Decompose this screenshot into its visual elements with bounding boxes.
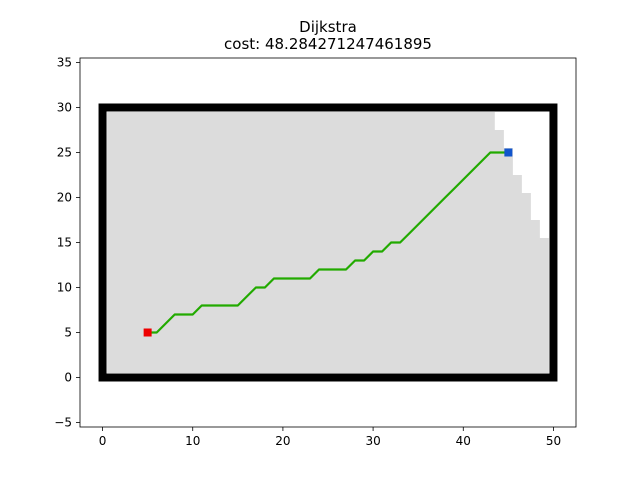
explored-region — [107, 112, 549, 373]
y-tick-label: 5 — [64, 326, 72, 340]
chart-title: Dijkstra — [299, 18, 357, 36]
x-tick-label: 50 — [546, 434, 561, 448]
path-line — [147, 151, 509, 334]
x-tick-label: 0 — [99, 434, 107, 448]
chart-subtitle: cost: 48.284271247461895 — [224, 35, 432, 53]
y-tick-label: 35 — [57, 56, 72, 70]
obstacle-boundary — [98, 103, 558, 382]
start-marker — [143, 328, 152, 337]
x-tick-label: 40 — [456, 434, 471, 448]
y-tick-label: 15 — [57, 236, 72, 250]
y-tick-label: −5 — [54, 416, 72, 430]
x-tick-label: 10 — [185, 434, 200, 448]
y-tick-label: 30 — [57, 101, 72, 115]
goal-marker — [504, 148, 513, 157]
y-tick-label: 10 — [57, 281, 72, 295]
plot-area: 0 10 20 30 40 50 −5 0 5 10 15 20 25 30 35 — [54, 56, 577, 448]
y-tick-label: 25 — [57, 146, 72, 160]
x-tick-label: 30 — [365, 434, 380, 448]
y-tick-label: 20 — [57, 191, 72, 205]
y-tick-label: 0 — [64, 371, 72, 385]
x-tick-label: 20 — [275, 434, 290, 448]
